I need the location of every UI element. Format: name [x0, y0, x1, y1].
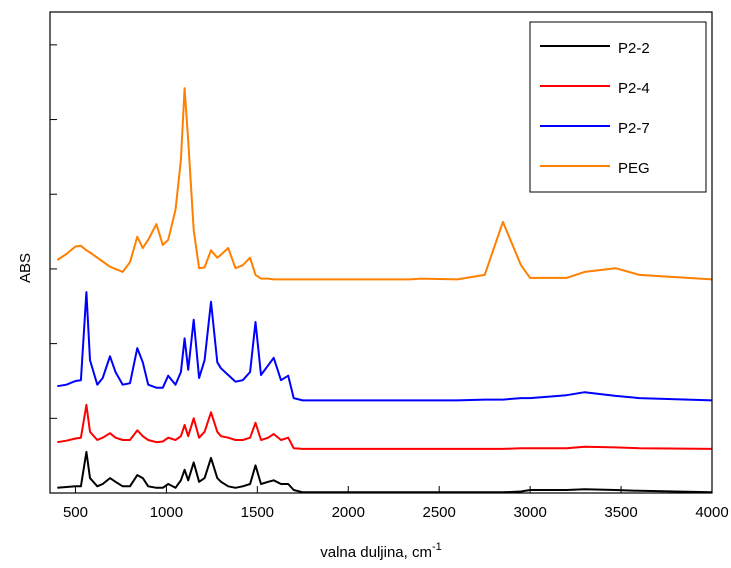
legend-label: P2-7: [618, 120, 650, 137]
x-label-text: valna duljina, cm: [320, 544, 432, 561]
x-tick-label: 500: [63, 504, 88, 521]
x-axis-label: valna duljina, cm-1: [320, 541, 442, 561]
y-axis-label: ABS: [17, 253, 34, 283]
series-line: [56, 87, 713, 281]
series-line: [57, 291, 713, 402]
x-tick-label: 3500: [604, 504, 637, 521]
x-label-exponent: -1: [432, 541, 442, 553]
x-tick-label: 2500: [423, 504, 456, 521]
x-tick-label: 1000: [150, 504, 183, 521]
x-tick-label: 2000: [332, 504, 365, 521]
plot-frame: [49, 11, 713, 494]
legend-label: PEG: [618, 160, 650, 177]
legend-label: P2-2: [618, 40, 650, 57]
x-tick-label: 1500: [241, 504, 274, 521]
legend-box: [529, 21, 707, 193]
series-line: [57, 450, 713, 494]
x-tick-label: 4000: [695, 504, 728, 521]
legend-label: P2-4: [618, 80, 650, 97]
series-line: [57, 403, 713, 450]
x-tick-label: 3000: [513, 504, 546, 521]
